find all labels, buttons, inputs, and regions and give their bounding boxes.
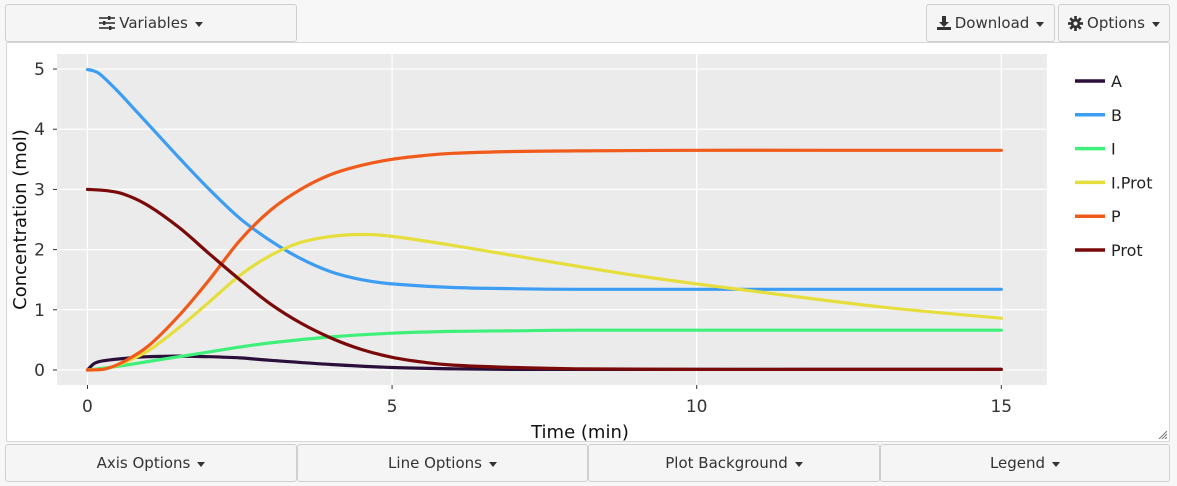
legend-label: Prot	[1111, 241, 1143, 260]
gear-icon	[1068, 15, 1084, 31]
axis-options-label: Axis Options	[96, 454, 191, 472]
legend-label: I.Prot	[1111, 173, 1152, 192]
legend-label: I	[1111, 140, 1116, 159]
plot-background	[57, 54, 1047, 385]
y-tick-label: 2	[34, 241, 45, 261]
chevron-down-icon	[197, 461, 206, 467]
legend-button[interactable]: Legend	[880, 444, 1170, 482]
series-line-i	[85, 328, 1003, 372]
download-button[interactable]: Download	[926, 4, 1055, 42]
legend-label: P	[1111, 207, 1121, 226]
chevron-down-icon	[1052, 461, 1061, 467]
plot-background-label: Plot Background	[665, 454, 788, 472]
line-chart: 0 5 10 15 0 1 2 3 4 5 Time (min) Concentration (mol…	[10, 54, 1152, 443]
line-options-label: Line Options	[388, 454, 482, 472]
x-axis-label: Time (min)	[530, 422, 629, 443]
series-line-b	[85, 68, 1003, 291]
chevron-down-icon	[194, 21, 203, 27]
chevron-down-icon	[794, 461, 803, 467]
x-tick-label: 0	[82, 397, 93, 417]
series-line-i-prot	[85, 232, 1003, 372]
chevron-down-icon	[488, 461, 497, 467]
y-tick-label: 5	[34, 60, 45, 80]
options-label: Options	[1087, 14, 1145, 32]
chevron-down-icon	[1151, 21, 1160, 27]
legend-label: Legend	[989, 454, 1046, 472]
y-tick-label: 1	[34, 301, 45, 321]
plot-background-button[interactable]: Plot Background	[588, 444, 880, 482]
line-options-button[interactable]: Line Options	[297, 444, 588, 482]
y-tick-label: 3	[34, 180, 45, 200]
download-icon	[936, 16, 951, 30]
variables-label: Variables	[119, 14, 188, 32]
chevron-down-icon	[1036, 21, 1045, 27]
download-label: Download	[954, 14, 1030, 32]
x-tick-label: 10	[686, 397, 708, 417]
resize-handle-icon[interactable]	[1157, 429, 1167, 439]
plot-panel: 0 5 10 15 0 1 2 3 4 5 Time (min) Concentration (mol…	[6, 42, 1170, 443]
legend-label: A	[1111, 72, 1122, 91]
axis-options-button[interactable]: Axis Options	[5, 444, 297, 482]
x-tick-label: 5	[387, 397, 398, 417]
legend-label: B	[1111, 106, 1122, 125]
y-tick-label: 0	[34, 361, 45, 381]
series-line-prot	[85, 187, 1003, 372]
options-button[interactable]: Options	[1058, 4, 1170, 42]
variables-button[interactable]: Variables	[5, 4, 297, 42]
sliders-icon	[99, 16, 116, 30]
x-tick-label: 15	[990, 397, 1012, 417]
y-tick-label: 4	[34, 120, 45, 140]
y-axis-label: Concentration (mol)	[10, 129, 31, 310]
series-line-p	[85, 148, 1003, 372]
